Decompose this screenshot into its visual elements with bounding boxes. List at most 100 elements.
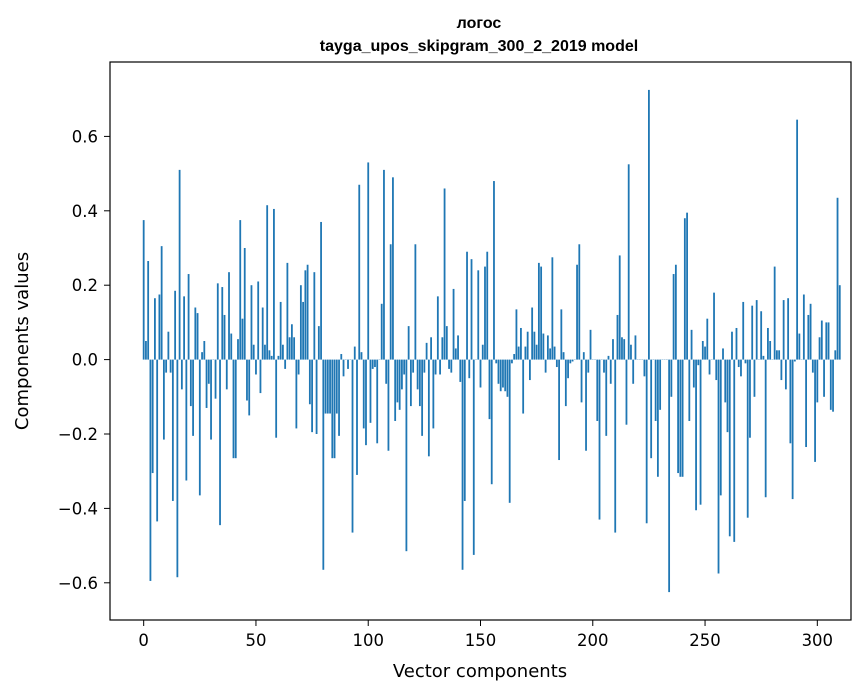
bar-71	[302, 301, 305, 360]
x-tick-label: 300	[802, 631, 834, 650]
bar-121	[414, 244, 417, 360]
bar-65	[288, 337, 291, 360]
bar-188	[564, 359, 567, 407]
bar-212	[618, 255, 621, 360]
bar-136	[448, 359, 450, 369]
bar-134	[443, 188, 446, 360]
bar-68	[295, 359, 298, 429]
chart-title: логос tayga_upos_skipgram_300_2_2019 mod…	[320, 15, 638, 55]
bar-94	[353, 346, 356, 360]
y-tick-label: −0.2	[58, 425, 98, 444]
bar-57	[270, 355, 273, 360]
bar-235	[670, 359, 673, 397]
bar-278	[767, 327, 769, 360]
bar-248	[699, 359, 702, 505]
bar-173	[531, 307, 534, 360]
bar-38	[228, 272, 230, 360]
bar-88	[340, 354, 343, 360]
bar-284	[780, 359, 783, 381]
bar-81	[324, 359, 327, 414]
bar-52	[259, 359, 262, 394]
bar-86	[335, 359, 338, 414]
bar-82	[326, 359, 329, 414]
bar-228	[654, 359, 657, 421]
y-tick-label: 0.0	[72, 351, 98, 370]
x-tick-label: 50	[245, 631, 266, 650]
bar-139	[454, 348, 457, 360]
bar-49	[252, 344, 255, 360]
bar-51	[257, 281, 260, 360]
bar-300	[816, 359, 819, 403]
bar-116	[403, 359, 406, 375]
bar-126	[425, 342, 428, 360]
bar-264	[735, 327, 738, 360]
bar-219	[634, 335, 637, 360]
bar-269	[746, 359, 749, 518]
bar-103	[374, 359, 376, 368]
bar-273	[755, 300, 758, 360]
bar-170	[524, 346, 527, 360]
bar-289	[791, 359, 794, 500]
bar-112	[394, 359, 397, 421]
bar-62	[282, 344, 284, 360]
bar-2	[147, 261, 150, 360]
bar-113	[396, 359, 399, 403]
bar-283	[778, 350, 781, 360]
bar-93	[351, 359, 354, 533]
bar-10	[165, 359, 168, 373]
bar-279	[769, 341, 772, 360]
bar-270	[749, 359, 751, 438]
bar-150	[479, 359, 482, 388]
bar-175	[535, 344, 538, 360]
bar-208	[609, 359, 612, 384]
y-tick-label: 0.6	[72, 127, 98, 146]
bar-137	[450, 359, 453, 373]
bar-244	[690, 329, 693, 360]
bar-106	[380, 303, 383, 360]
bar-191	[571, 359, 574, 362]
bar-69	[297, 359, 300, 375]
bar-282	[776, 350, 778, 360]
bar-198	[587, 359, 590, 373]
bar-61	[279, 301, 282, 360]
bars	[142, 89, 841, 593]
bar-272	[753, 359, 756, 397]
bar-288	[789, 359, 792, 444]
bar-128	[430, 337, 432, 360]
bar-183	[553, 346, 556, 360]
bar-85	[333, 359, 336, 459]
bar-9	[162, 359, 165, 440]
bar-163	[508, 359, 511, 503]
bar-294	[802, 294, 805, 360]
bar-78	[317, 326, 320, 360]
bar-167	[517, 346, 520, 360]
bar-47	[248, 359, 251, 416]
bar-17	[180, 359, 183, 390]
bar-42	[237, 339, 239, 360]
bar-110	[389, 244, 392, 360]
bar-186	[560, 309, 563, 360]
x-tick-label: 250	[689, 631, 721, 650]
x-axis-ticks: 0 50 100 150 200 250 300	[138, 620, 833, 650]
bar-18	[183, 296, 185, 360]
bar-76	[313, 272, 316, 360]
bar-309	[836, 197, 839, 360]
bar-162	[506, 359, 509, 397]
bar-205	[603, 359, 605, 373]
bar-70	[299, 285, 302, 360]
bar-241	[683, 218, 686, 360]
bar-254	[713, 292, 715, 360]
bar-281	[773, 266, 776, 360]
bar-298	[811, 359, 814, 373]
bar-292	[798, 333, 801, 360]
bar-211	[616, 314, 619, 360]
bar-46	[246, 359, 248, 401]
bar-104	[376, 359, 379, 444]
bar-276	[762, 355, 765, 360]
bar-165	[513, 354, 516, 360]
bar-180	[546, 335, 549, 360]
bar-257	[719, 359, 722, 496]
bar-122	[416, 359, 419, 390]
bar-230	[659, 359, 662, 410]
bar-120	[412, 359, 415, 373]
